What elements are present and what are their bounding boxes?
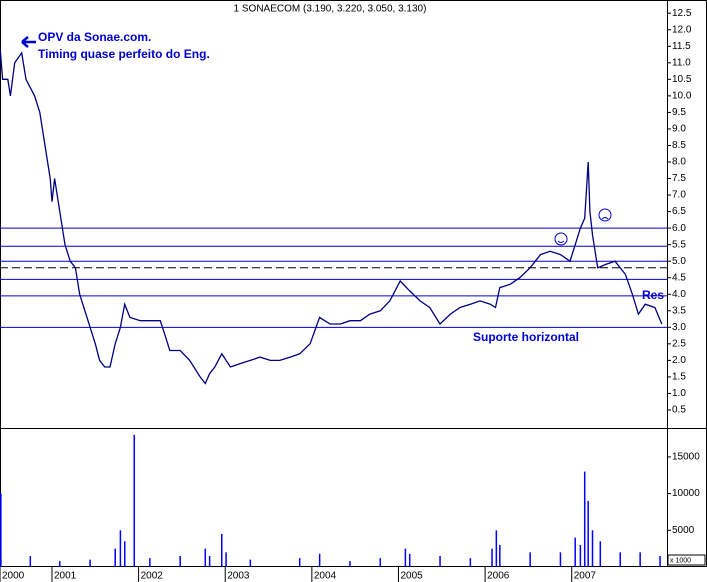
- y-tick-label: 9.5: [672, 107, 686, 118]
- smileys: [554, 208, 612, 246]
- volume-bar: [204, 548, 207, 567]
- x-tick-label: 2007: [574, 571, 597, 582]
- y-tick-label: 7.0: [672, 190, 686, 201]
- volume-bar: [298, 558, 301, 567]
- volume-bar: [559, 552, 562, 567]
- volume-bar: [619, 552, 621, 567]
- y-tick-label: 11.0: [672, 57, 691, 68]
- annotation: OPV da Sonae.com.: [38, 30, 151, 44]
- x-tick-label: 2002: [141, 571, 164, 582]
- price-line: [0, 46, 663, 385]
- volume-bar: [0, 493, 2, 567]
- volume-bar: [59, 561, 61, 567]
- x-tick-label: 2004: [314, 571, 337, 582]
- y-tick-label: 2.5: [672, 338, 686, 349]
- y-tick-label: 12.5: [672, 8, 692, 19]
- volume-bar: [583, 471, 586, 567]
- volume-bar: [529, 552, 531, 567]
- volume-bar: [149, 558, 151, 567]
- chart-title: 1 SONAECOM (3.190, 3.220, 3.050, 3.130): [234, 4, 427, 15]
- axis-label: x 1000: [670, 557, 691, 564]
- volume-bar: [249, 559, 252, 567]
- volume-bar: [29, 555, 32, 567]
- volume-bar: [495, 530, 498, 567]
- x-tick-label: 2000: [2, 571, 25, 582]
- volume-bar: [599, 541, 602, 567]
- y-tick-label: 6.0: [672, 223, 686, 234]
- volume-bar: [591, 530, 594, 567]
- x-tick-label: 2005: [400, 571, 423, 582]
- axis-label-box: [667, 554, 706, 566]
- y-tick-label: 8.0: [672, 157, 686, 168]
- y-tick-label: 4.5: [672, 272, 686, 283]
- volume-bar: [574, 537, 576, 567]
- y-tick-label: 5.0: [672, 256, 686, 267]
- volume-bar: [639, 552, 641, 567]
- volume-bar: [179, 555, 181, 567]
- volume-bar: [579, 544, 582, 567]
- frame: [0, 0, 707, 567]
- volume-bar: [349, 561, 351, 567]
- y-tick-label: 9.0: [672, 124, 686, 135]
- arrow: [21, 36, 36, 48]
- volume-bar: [379, 558, 382, 567]
- x-tick-label: 2001: [54, 571, 77, 582]
- volume-bar: [404, 548, 407, 567]
- y-tick-label: 11.5: [672, 41, 691, 52]
- annotation: Suporte horizontal: [473, 330, 579, 344]
- volume-bar: [133, 434, 136, 567]
- y-tick-label: 2.0: [672, 355, 686, 366]
- volume-bar: [89, 559, 91, 567]
- volume-bar: [123, 541, 126, 567]
- y-tick-label: 8.5: [672, 140, 686, 151]
- y-tick-label: 15000: [672, 452, 700, 463]
- volume-bar: [318, 553, 321, 567]
- y-tick-label: 10.5: [672, 74, 692, 85]
- y-tick-label: 3.5: [672, 305, 686, 316]
- volume-bar: [659, 555, 661, 567]
- y-tick-label: 3.0: [672, 322, 686, 333]
- y-tick-label: 1.0: [672, 388, 686, 399]
- volume-bar: [225, 552, 227, 567]
- y-tick-label: 5000: [672, 525, 695, 536]
- y-tick-label: 10.0: [672, 91, 692, 102]
- y-tick-label: 12.0: [672, 24, 692, 35]
- volume-bar: [208, 555, 211, 567]
- annotation: Res: [642, 288, 664, 302]
- volume-bar: [408, 553, 411, 567]
- y-tick-label: 4.0: [672, 289, 686, 300]
- x-tick-label: 2003: [227, 571, 250, 582]
- y-tick-label: 7.5: [672, 173, 686, 184]
- volume-bar: [114, 548, 116, 567]
- y-tick-label: 6.5: [672, 206, 686, 217]
- volume-bar: [491, 548, 493, 567]
- volume-bar: [587, 500, 589, 567]
- volume-bar: [221, 533, 223, 567]
- y-tick-label: 10000: [672, 488, 700, 499]
- y-tick-label: 0.5: [672, 405, 686, 416]
- annotation: Timing quase perfeito do Eng.: [38, 47, 210, 61]
- volume-bar: [439, 555, 441, 567]
- y-tick-label: 5.5: [672, 239, 686, 250]
- volume-bar: [119, 530, 122, 567]
- volume-bar: [499, 544, 501, 567]
- y-tick-label: 1.5: [672, 372, 686, 383]
- x-tick-label: 2006: [487, 571, 510, 582]
- volume-bar: [469, 558, 472, 567]
